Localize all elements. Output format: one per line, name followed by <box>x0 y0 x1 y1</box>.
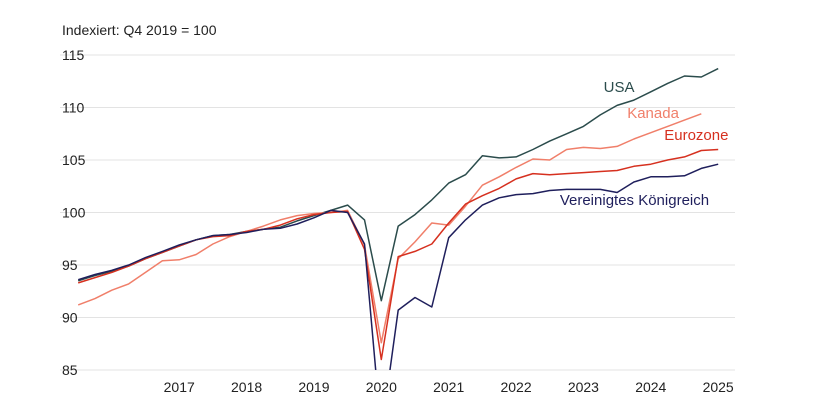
x-tick-label: 2022 <box>500 379 531 395</box>
x-tick-label: 2024 <box>635 379 666 395</box>
x-tick-label: 2025 <box>703 379 734 395</box>
y-tick-label: 110 <box>62 100 85 116</box>
x-tick-label: 2020 <box>366 379 397 395</box>
series-label-1: USA <box>604 79 635 96</box>
x-tick-label: 2018 <box>231 379 262 395</box>
y-tick-label: 100 <box>62 205 86 221</box>
y-tick-label: 105 <box>62 152 86 168</box>
x-tick-label: 2023 <box>568 379 599 395</box>
x-axis-tick-labels: 2017 2018 2019 2020 2021 2022 2023 2024 2025 <box>164 379 734 395</box>
x-tick-label: 2021 <box>433 379 464 395</box>
series-label-2: Kanada <box>627 105 679 122</box>
y-axis-tick-labels: 85 90 95 100 105 110 115 <box>62 47 86 378</box>
x-tick-label: 2017 <box>164 379 195 395</box>
gridlines <box>60 54 735 371</box>
series-label-3: Eurozone <box>664 127 728 144</box>
series-label-4: Vereinigtes Königreich <box>560 192 709 209</box>
series-line-1 <box>77 67 719 302</box>
y-tick-label: 115 <box>62 47 85 63</box>
y-tick-label: 95 <box>62 257 78 273</box>
x-tick-label: 2019 <box>298 379 329 395</box>
y-axis-unit-label: Indexiert: Q4 2019 = 100 <box>62 22 217 38</box>
series-line-2 <box>77 113 702 344</box>
series-labels: USA Kanada Eurozone Vereinigtes Königreich <box>560 79 729 209</box>
series-line-3 <box>77 148 719 361</box>
y-tick-label: 85 <box>62 362 78 378</box>
y-tick-label: 90 <box>62 310 78 326</box>
series-lines <box>77 67 719 370</box>
series-line-4 <box>77 163 719 370</box>
